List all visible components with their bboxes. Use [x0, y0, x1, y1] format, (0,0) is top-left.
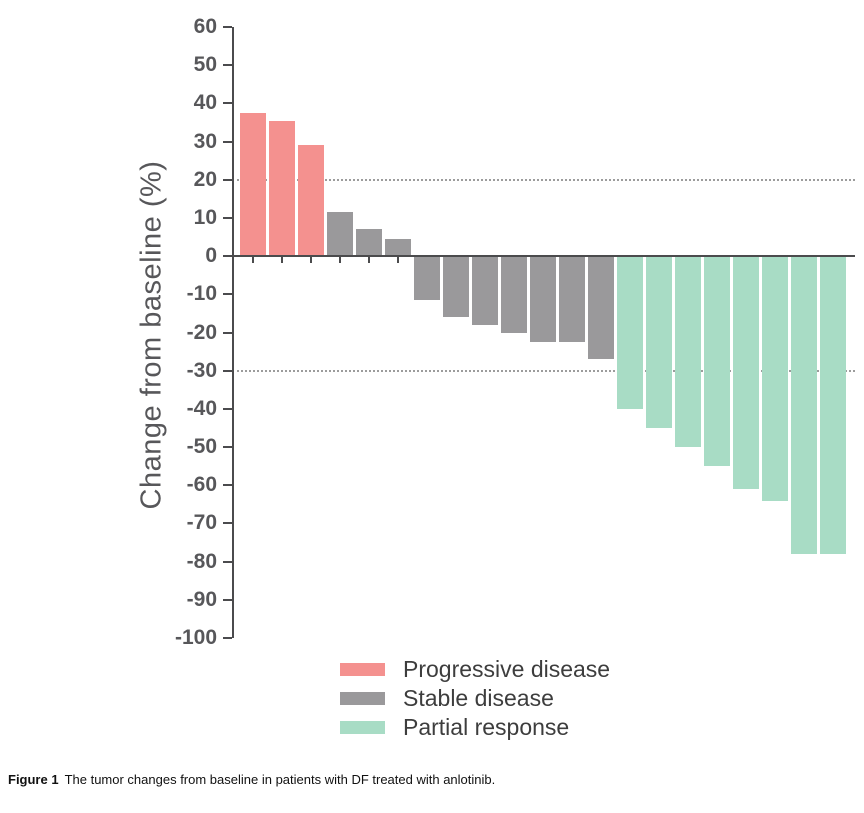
legend-swatch	[340, 721, 385, 734]
y-axis-tick	[223, 484, 232, 487]
y-axis-tick	[223, 140, 232, 143]
y-axis-tick-label: -40	[186, 396, 217, 420]
x-axis-tick	[252, 257, 254, 264]
patient-bar	[356, 229, 382, 257]
y-axis-tick	[223, 369, 232, 372]
figure-caption-text: The tumor changes from baseline in patie…	[64, 772, 496, 787]
y-axis-tick	[223, 560, 232, 563]
plot-area: 60 50 40 30 20 10 0 -10 -20 -30 -40 -50 -60 -70 -80 -90…	[175, 15, 855, 649]
y-axis-tick-label: 0	[205, 244, 217, 268]
y-axis-tick	[223, 407, 232, 410]
figure-caption-label: Figure 1	[8, 772, 59, 787]
y-axis-tick	[223, 102, 232, 105]
waterfall-chart: Change from baseline (%) 60 50 40 30 20 10 0 -1…	[136, 15, 855, 745]
y-axis-tick	[223, 331, 232, 334]
patient-bar	[443, 256, 469, 318]
y-axis-tick-label: -100	[174, 626, 217, 649]
patient-bar	[414, 256, 440, 301]
legend-item: Stable disease	[340, 685, 610, 711]
patient-bar	[704, 256, 730, 467]
legend-swatch	[340, 692, 385, 705]
patient-bar	[588, 256, 614, 360]
patient-bar	[327, 212, 353, 257]
y-axis-tick-label: -20	[186, 320, 217, 344]
y-axis-tick-label: 40	[193, 91, 217, 115]
threshold-line	[232, 369, 855, 372]
legend-label: Stable disease	[403, 685, 554, 711]
y-axis-tick	[223, 216, 232, 219]
legend-label: Partial response	[403, 714, 570, 740]
legend-item: Partial response	[340, 714, 610, 740]
x-axis-tick	[368, 257, 370, 264]
legend-item: Progressive disease	[340, 656, 611, 682]
patient-bar	[269, 120, 295, 257]
patient-bar	[559, 256, 585, 343]
x-axis-tick	[310, 257, 312, 264]
y-axis-tick-label: -70	[186, 511, 217, 535]
patient-bar	[762, 256, 788, 501]
y-axis-tick	[223, 293, 232, 296]
patient-bar	[617, 256, 643, 409]
x-axis-zero-line	[232, 255, 855, 258]
patient-bar	[298, 145, 324, 257]
patient-bar	[530, 256, 556, 343]
x-axis-tick	[339, 257, 341, 264]
x-axis-tick	[397, 257, 399, 264]
y-axis-tick-label: -90	[186, 587, 217, 611]
y-axis-tick-label: 30	[193, 129, 217, 153]
legend-label: Progressive disease	[403, 656, 611, 682]
y-axis-tick	[223, 522, 232, 525]
patient-bar	[472, 256, 498, 325]
y-axis-tick	[223, 255, 232, 258]
y-axis-tick-label: -60	[186, 473, 217, 497]
patient-bar	[240, 112, 266, 257]
y-axis-tick-label: 50	[193, 53, 217, 77]
y-axis-tick-label: -80	[186, 549, 217, 573]
figure-caption: Figure 1 The tumor changes from baseline …	[8, 772, 495, 787]
y-axis-tick	[223, 64, 232, 67]
y-axis-tick-label: 10	[193, 205, 217, 229]
y-axis-tick	[223, 446, 232, 449]
patient-bar	[501, 256, 527, 333]
patient-bar	[820, 256, 846, 554]
y-axis-line	[232, 27, 234, 638]
patient-bar	[385, 238, 411, 257]
y-axis-tick	[223, 178, 232, 181]
patient-bar	[791, 256, 817, 554]
threshold-line	[232, 178, 855, 181]
y-axis-tick	[223, 26, 232, 28]
legend-swatch	[340, 663, 385, 676]
y-axis-tick	[223, 598, 232, 601]
patient-bar	[675, 256, 701, 448]
y-axis-tick	[223, 637, 232, 639]
y-axis-tick-label: -10	[186, 282, 217, 306]
y-axis-tick-label: 60	[193, 15, 217, 38]
patient-bar	[733, 256, 759, 490]
y-axis-tick-label: 20	[193, 167, 217, 191]
x-axis-tick	[281, 257, 283, 264]
legend: Progressive disease Stable disease Partial…	[340, 656, 611, 745]
y-axis-tick-label: -30	[186, 358, 217, 382]
patient-bar	[646, 256, 672, 428]
y-axis-tick-label: -50	[186, 435, 217, 459]
